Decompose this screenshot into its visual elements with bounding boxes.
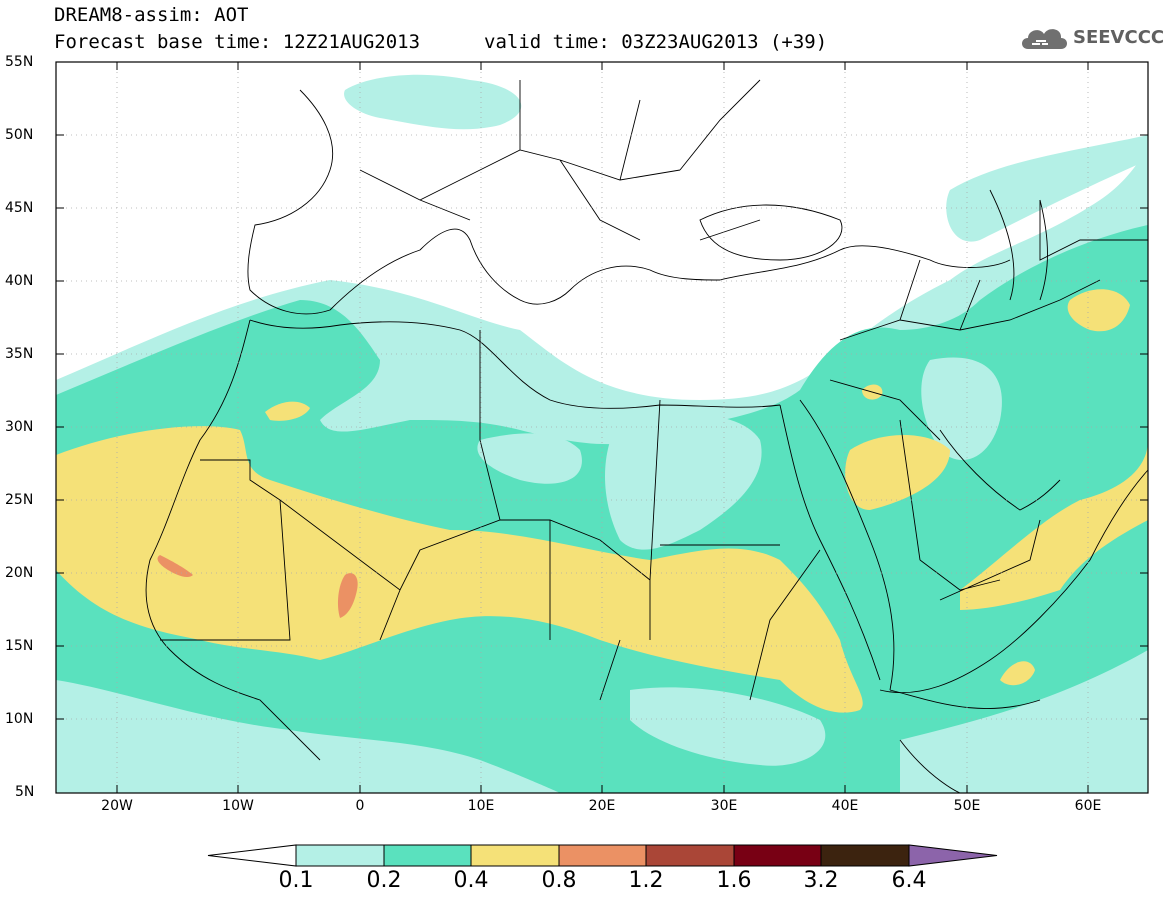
colorbar-label: 0.1: [278, 868, 314, 893]
country-borders: [145, 79, 1148, 793]
colorbar-segment-0.1: [295, 844, 385, 867]
lat-label: 55N: [5, 54, 34, 70]
base-time-label: Forecast base time: 12Z21AUG2013: [54, 31, 421, 53]
colorbar-label: 1.6: [716, 868, 752, 893]
lat-label: 15N: [5, 638, 34, 654]
colorbar-label: 6.4: [891, 868, 927, 893]
aot-contour-field: [56, 74, 1148, 793]
lon-label: 10E: [467, 798, 495, 814]
borders-middle-east: [839, 200, 1148, 341]
aot-region-0.4: [56, 426, 863, 713]
colorbar: [207, 844, 998, 867]
aot-region-0.4-yemen: [1000, 661, 1035, 686]
aot-region-0.1-hole-egypt: [605, 414, 762, 550]
lat-label: 50N: [5, 127, 34, 143]
lat-label: 20N: [5, 565, 34, 581]
map-ticks: [56, 61, 1148, 794]
lat-label: 25N: [5, 492, 34, 508]
colorbar-label: 0.8: [541, 868, 577, 893]
colorbar-low-end: [207, 844, 297, 867]
lon-label: 30E: [710, 798, 738, 814]
lon-label: 20E: [588, 798, 616, 814]
coastline-caspian: [989, 189, 1048, 301]
lat-label: 5N: [15, 784, 35, 800]
colorbar-segment-1.6: [733, 844, 822, 867]
colorbar-segment-3.2: [820, 844, 910, 867]
colorbar-label: 0.4: [453, 868, 489, 893]
lat-label: 35N: [5, 346, 34, 362]
aot-region-0.4-iran: [1067, 289, 1130, 332]
aot-region-0.4-arabia: [845, 435, 950, 510]
logo-text: SEEVCCC: [1073, 26, 1165, 48]
lon-label: 0: [355, 798, 365, 814]
borders-africa: [160, 330, 821, 701]
aot-region-0.8-mauritania: [157, 555, 193, 578]
colorbar-label: 1.2: [628, 868, 664, 893]
lon-label: 20W: [101, 798, 133, 814]
colorbar-segment-0.8: [558, 844, 647, 867]
cloud-icon: [1022, 29, 1067, 49]
lon-label: 60E: [1074, 798, 1102, 814]
coastline-red-sea: [779, 399, 895, 691]
aot-region-0.4-morocco: [265, 401, 310, 421]
map-title: DREAM8-assim: AOT: [54, 4, 249, 26]
lat-label: 10N: [5, 711, 34, 727]
coastline-europe: [247, 89, 1011, 315]
lon-label: 50E: [953, 798, 981, 814]
aot-region-0.1-gulf: [921, 357, 1002, 460]
colorbar-segment-0.4: [470, 844, 560, 867]
aot-region-0.1-sudan: [630, 687, 826, 766]
colorbar-high-end: [908, 844, 998, 867]
lat-label: 40N: [5, 273, 34, 289]
coastline-arabia: [879, 469, 1148, 694]
aot-region-0.1-east: [900, 650, 1148, 793]
lat-label: 30N: [5, 419, 34, 435]
aot-region-0.1-hole-sahara: [477, 433, 582, 484]
colorbar-label: 0.2: [366, 868, 402, 893]
map-grid: [56, 62, 1148, 793]
aot-region-0.1-north: [344, 74, 522, 130]
aot-region-0.1-caspian: [946, 135, 1148, 242]
lon-label: 40E: [831, 798, 859, 814]
valid-time-label: valid time: 03Z23AUG2013 (+39): [484, 31, 828, 53]
borders-europe: [359, 79, 761, 241]
coastline-north-africa: [249, 319, 781, 409]
aot-region-0.8-mali: [337, 573, 358, 618]
borders-arabia: [829, 379, 1041, 601]
colorbar-segment-0.2: [383, 844, 472, 867]
colorbar-segment-1.2: [645, 844, 735, 867]
seevccc-logo: SEEVCCC: [1018, 22, 1164, 52]
coastline-west-africa: [145, 319, 321, 761]
coastline-gulf: [939, 429, 1061, 511]
aot-region-0.4-oman: [960, 440, 1148, 610]
coastline-black-sea: [699, 204, 843, 261]
lat-label: 45N: [5, 200, 34, 216]
lon-label: 10W: [222, 798, 254, 814]
aot-region-0.1-south: [56, 680, 560, 793]
colorbar-label: 3.2: [803, 868, 839, 893]
